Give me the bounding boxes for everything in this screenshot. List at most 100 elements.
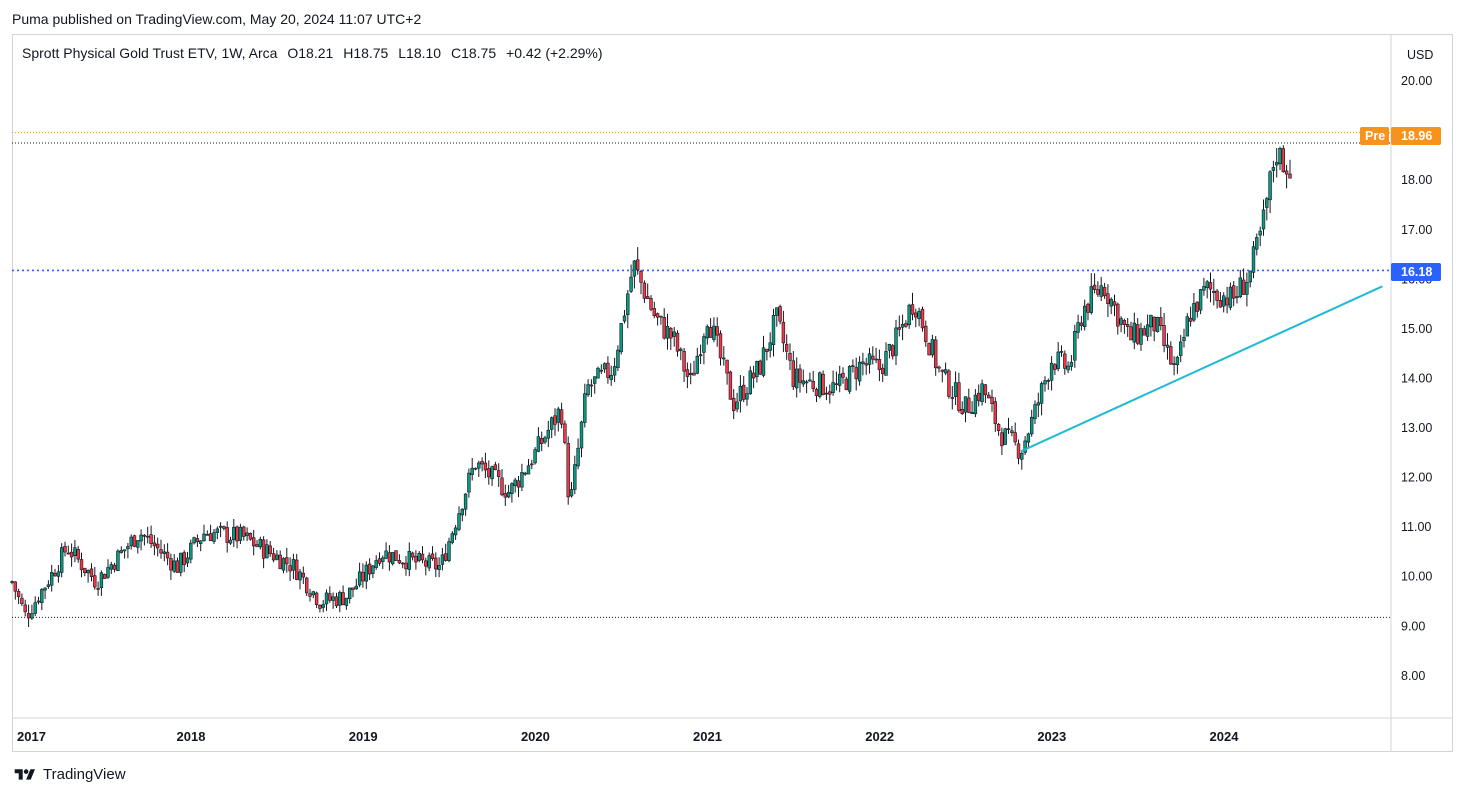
- candle-body: [1288, 173, 1292, 179]
- candle-body: [374, 560, 378, 568]
- candle-body: [698, 354, 703, 357]
- candle-body: [864, 363, 868, 366]
- candle-body: [496, 470, 501, 477]
- trendline-layer[interactable]: [1020, 285, 1383, 453]
- candle-body: [976, 392, 981, 402]
- level-price-badge-bg: [1391, 263, 1441, 281]
- candle-body: [824, 392, 829, 395]
- price-axis[interactable]: USD 20.0018.0017.0016.0015.0014.0013.001…: [1401, 48, 1433, 683]
- candle-body: [715, 326, 719, 336]
- currency-label[interactable]: USD: [1407, 48, 1433, 62]
- candle-body: [1116, 303, 1120, 327]
- candle-body: [126, 546, 130, 550]
- candle-body: [728, 371, 733, 400]
- candle-body: [1106, 293, 1110, 305]
- candle-body: [837, 374, 842, 386]
- legend-high: H18.75: [343, 45, 389, 61]
- candle-body: [347, 587, 352, 599]
- candle-body: [602, 363, 607, 370]
- candle-body: [990, 396, 994, 405]
- candle-body: [751, 372, 756, 379]
- candle-body: [1006, 428, 1011, 431]
- candle-body: [195, 538, 200, 543]
- candle-body: [1132, 322, 1137, 343]
- candle-body: [215, 528, 219, 533]
- candle-body: [943, 369, 948, 374]
- candle-body: [778, 306, 782, 322]
- candle-body: [1066, 365, 1070, 371]
- candle-body: [357, 571, 362, 586]
- tradingview-logo-icon: [14, 768, 35, 780]
- candle-body: [500, 477, 504, 496]
- candle-body: [463, 493, 468, 510]
- legend-open: O18.21: [287, 45, 334, 61]
- y-tick-label: 17.00: [1401, 223, 1432, 237]
- candle-body: [867, 353, 872, 365]
- candle-body: [235, 526, 239, 542]
- level-price-badge: 16.18: [1401, 265, 1432, 279]
- candle-body: [447, 541, 451, 561]
- candlestick-series: [10, 145, 1292, 627]
- candle-body: [1010, 430, 1014, 433]
- candle-body: [957, 382, 961, 411]
- candle-body: [612, 366, 617, 376]
- tradingview-brand[interactable]: TradingView: [12, 766, 126, 783]
- candle-body: [116, 550, 120, 572]
- candle-body: [179, 552, 183, 573]
- candle-body: [731, 397, 736, 412]
- candle-body: [56, 571, 61, 577]
- candle-body: [23, 604, 27, 613]
- candle-body: [142, 534, 147, 537]
- trendline[interactable]: [1020, 285, 1383, 453]
- candle-body: [930, 339, 935, 356]
- candle-body: [457, 513, 461, 530]
- candle-body: [136, 540, 140, 548]
- candle-body: [453, 527, 458, 536]
- y-tick-label: 20.00: [1401, 74, 1432, 88]
- candle-body: [86, 569, 90, 574]
- candle-body: [20, 597, 24, 604]
- candle-body: [794, 368, 799, 389]
- candle-body: [533, 449, 537, 464]
- candle-body: [291, 559, 296, 571]
- candle-body: [924, 325, 928, 343]
- candle-body: [559, 409, 564, 425]
- candle-body: [1258, 230, 1262, 236]
- candle-body: [556, 408, 561, 423]
- candle-body: [616, 349, 620, 369]
- candle-body: [1092, 284, 1097, 290]
- candle-body: [288, 565, 292, 572]
- candle-body: [162, 551, 166, 554]
- candle-body: [649, 298, 653, 310]
- publish-info: Puma published on TradingView.com, May 2…: [12, 11, 422, 27]
- candle-body: [228, 539, 233, 544]
- candle-body: [404, 562, 408, 570]
- candle-body: [890, 345, 895, 357]
- candle-body: [1086, 303, 1090, 313]
- pre-badge-label: Pre: [1365, 129, 1385, 143]
- candle-body: [1129, 326, 1133, 341]
- candle-body: [208, 533, 213, 541]
- symbol-legend[interactable]: Sprott Physical Gold Trust ETV, 1W, Arca…: [22, 45, 609, 61]
- candle-body: [599, 369, 604, 372]
- symbol-name[interactable]: Sprott Physical Gold Trust ETV, 1W, Arca: [22, 45, 278, 61]
- candle-body: [59, 547, 64, 573]
- candle-body: [1192, 303, 1196, 321]
- candle-body: [43, 587, 47, 591]
- candle-body: [1149, 314, 1153, 328]
- candle-body: [801, 380, 806, 385]
- candle-body: [109, 564, 114, 570]
- candle-body: [1261, 209, 1266, 230]
- candle-body: [788, 352, 792, 361]
- time-axis[interactable]: 2017 2018 2019 2020 2021 2022 2023 2024: [17, 729, 1239, 744]
- candle-body: [63, 545, 67, 553]
- candle-body: [238, 526, 243, 541]
- candle-body: [354, 585, 358, 590]
- candle-body: [672, 331, 676, 337]
- candle-body: [619, 323, 623, 353]
- candle-body: [539, 437, 544, 444]
- candle-body: [172, 560, 176, 572]
- x-tick-label: 2022: [865, 729, 894, 744]
- candle-body: [1205, 281, 1209, 289]
